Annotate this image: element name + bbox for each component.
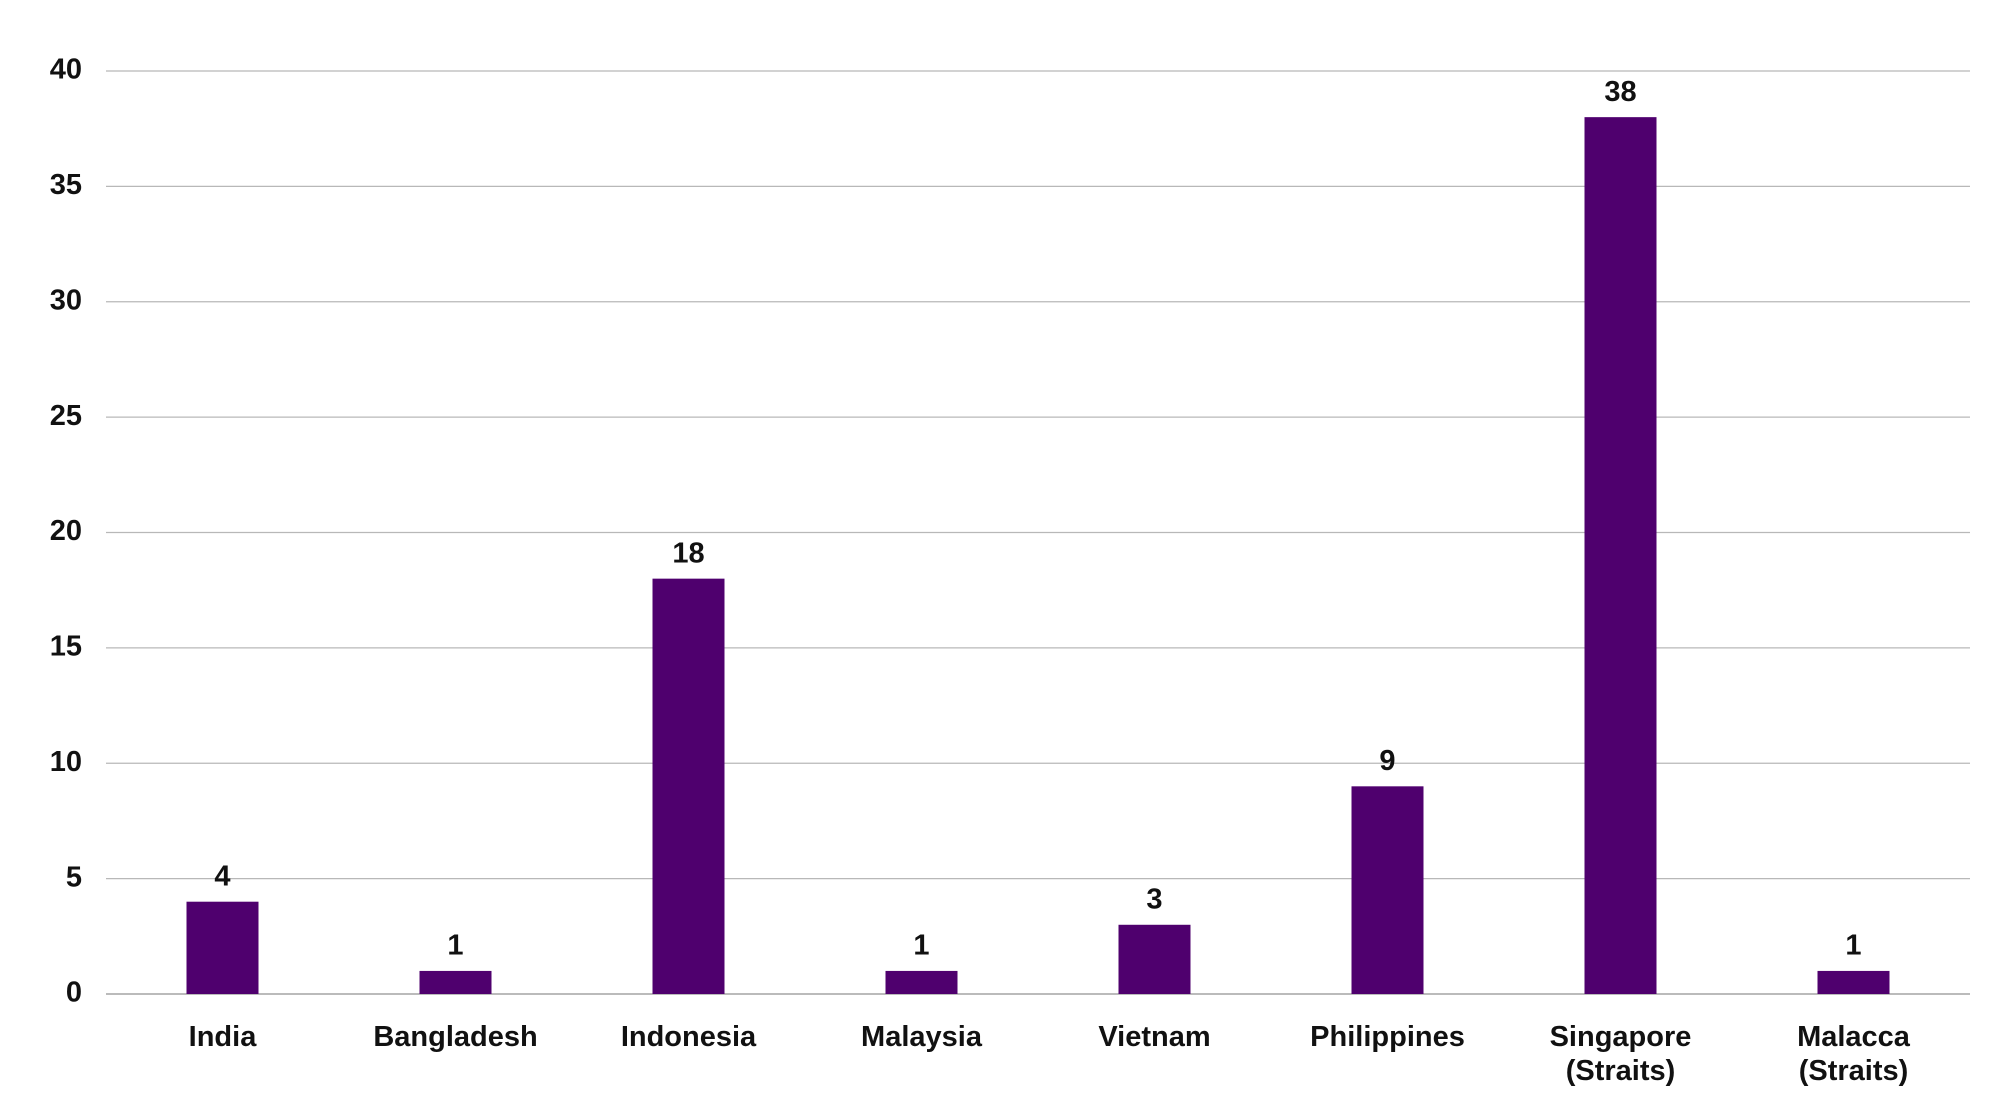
data-label: 1	[1845, 930, 1861, 962]
x-tick-label: Philippines	[1310, 1021, 1465, 1053]
data-label: 3	[1146, 883, 1162, 915]
y-tick-label: 20	[50, 515, 82, 547]
x-tick-label: Malaysia	[861, 1021, 982, 1053]
x-tick-label: Indonesia	[620, 1021, 757, 1053]
data-label: 9	[1379, 745, 1395, 777]
y-tick-label: 35	[50, 169, 82, 201]
bar	[1584, 117, 1657, 994]
x-tick-label: Singapore (Straits)	[1549, 1021, 1692, 1087]
y-tick-label: 30	[50, 284, 82, 316]
x-tick-label: India	[188, 1021, 257, 1053]
data-label: 1	[447, 930, 463, 962]
bar	[419, 970, 492, 994]
x-tick-label: Vietnam	[1098, 1021, 1211, 1053]
y-tick-label: 25	[50, 400, 82, 432]
data-label: 1	[913, 930, 929, 962]
data-label: 4	[214, 860, 230, 892]
x-tick-label: Bangladesh	[373, 1021, 538, 1053]
bar	[652, 578, 725, 994]
y-tick-label: 40	[50, 54, 82, 86]
x-tick-label: Malacca (Straits)	[1797, 1021, 1910, 1087]
y-tick-label: 15	[50, 631, 82, 663]
y-tick-label: 5	[66, 861, 82, 893]
bar	[885, 970, 958, 994]
data-label: 38	[1604, 76, 1636, 108]
bar	[1817, 970, 1890, 994]
y-tick-label: 10	[50, 746, 82, 778]
bar	[1351, 786, 1424, 994]
y-tick-label: 0	[66, 977, 82, 1009]
bar	[1118, 924, 1191, 994]
data-label: 18	[672, 537, 704, 569]
bar	[186, 901, 259, 994]
